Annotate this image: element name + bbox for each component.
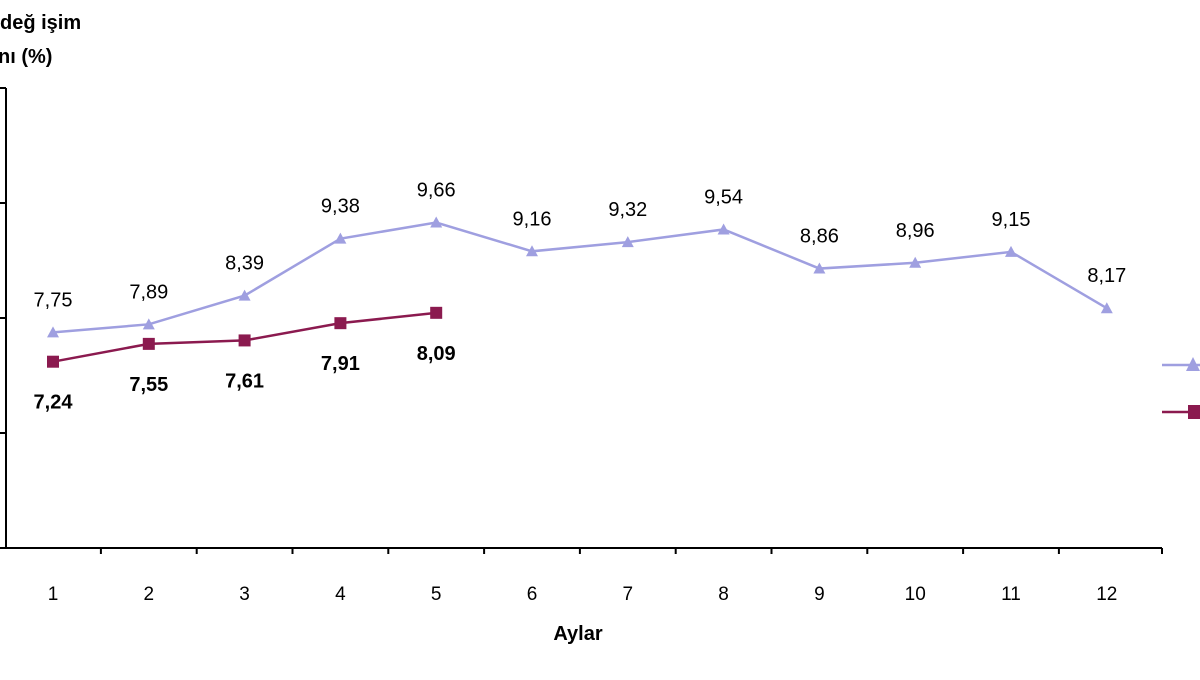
x-axis-title: Aylar [553,623,603,645]
x-tick-label: 12 [1096,584,1117,605]
x-tick-label: 4 [335,584,346,605]
legend-swatch-marker-1 [1186,357,1200,371]
series-1-marker [1005,245,1017,257]
series-1-marker [621,236,634,248]
x-tick-label: 9 [814,584,825,605]
x-tick-label: 8 [718,584,729,605]
series-1-marker [526,245,538,257]
series-1-marker [142,318,155,330]
x-tick-label: 7 [623,584,634,605]
series-2-marker [142,337,155,350]
series-1-data-label: 9,16 [513,208,552,230]
series-2-marker [238,334,251,347]
series-1-data-label: 8,39 [225,253,264,275]
series-1-data-label: 9,54 [704,186,743,208]
x-tick-label: 10 [905,584,926,605]
series-1-marker [1100,302,1113,314]
series-2-marker [334,317,347,330]
series-2-marker [47,355,59,368]
y-axis-label-line-2: nı (%) [0,46,53,68]
y-axis-label-line-1: değ işim [0,12,82,34]
series-1-data-label: 9,38 [321,196,360,218]
series-1-marker [813,262,826,274]
series-1-marker [47,326,59,338]
x-tick-label: 6 [527,584,538,605]
series-2-data-label: 7,24 [34,392,74,414]
x-tick-label: 1 [48,584,59,605]
x-tick-label: 5 [431,584,442,605]
series-1-line [52,221,1108,334]
series-1-data-label: 8,86 [800,226,839,248]
series-1-data-label: 8,96 [896,220,935,242]
legend-swatch-marker-2 [1188,405,1200,419]
series-2-data-label: 7,55 [129,374,168,396]
series-1-data-label: 7,89 [129,281,168,303]
series-1-marker [334,232,347,244]
series-1-marker [909,256,922,268]
series-1-marker [238,289,251,301]
series-1-marker [717,223,730,235]
series-1-data-label: 9,15 [992,209,1031,231]
series-1-data-label: 9,66 [417,180,456,202]
series-1-marker [430,216,443,228]
series-2-data-label: 8,09 [417,343,456,365]
series-2-data-label: 7,61 [225,370,264,392]
x-tick-label: 3 [239,584,250,605]
series-1-data-label: 9,32 [608,199,647,221]
series-2-marker [430,306,443,319]
x-tick-label: 2 [144,584,155,605]
series-2-data-label: 7,91 [321,353,360,375]
series-1-data-label: 8,17 [1087,265,1126,287]
series-1-data-label: 7,75 [34,289,73,311]
x-tick-label: 11 [1001,584,1021,605]
